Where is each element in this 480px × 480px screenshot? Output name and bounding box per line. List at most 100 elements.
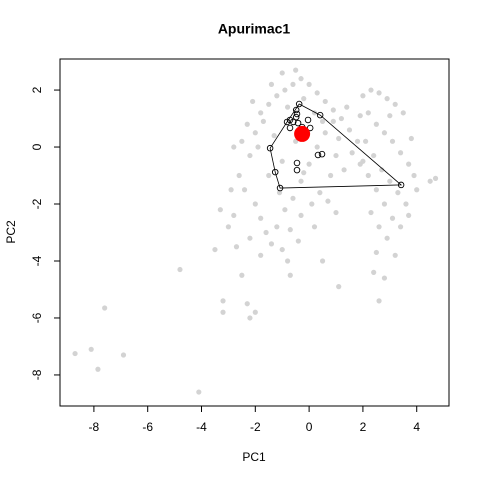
point (231, 212, 237, 219)
point (389, 215, 396, 221)
point (290, 81, 296, 87)
point (314, 90, 320, 96)
point (247, 152, 253, 159)
point (376, 298, 382, 304)
point (411, 172, 417, 179)
x-tick-label: -4 (196, 420, 207, 434)
point (403, 201, 409, 207)
point (427, 178, 433, 184)
point (328, 172, 334, 179)
point (381, 201, 388, 207)
point (279, 70, 285, 76)
point (368, 87, 374, 93)
point (316, 111, 324, 119)
hull (269, 103, 403, 189)
x-tick-label: 0 (306, 420, 313, 434)
y-tick-label: -6 (30, 312, 44, 323)
point (294, 119, 302, 127)
point (301, 96, 307, 102)
point (220, 298, 226, 304)
point (381, 130, 388, 136)
point (406, 161, 412, 167)
point (252, 201, 258, 207)
point (376, 224, 382, 230)
point (363, 138, 369, 144)
point (239, 272, 245, 278)
point (274, 224, 280, 230)
point (244, 121, 250, 127)
point (314, 151, 322, 159)
point (88, 346, 94, 352)
point (244, 301, 250, 307)
point (381, 275, 388, 281)
point (120, 352, 127, 358)
point (311, 224, 318, 230)
point (292, 106, 300, 114)
point (322, 130, 328, 136)
point (266, 144, 274, 152)
y-tick-label: -4 (30, 255, 44, 266)
point (268, 241, 275, 247)
y-tick-label: -8 (30, 369, 44, 380)
point (217, 207, 223, 213)
point (266, 172, 272, 179)
x-tick-label: -6 (142, 420, 153, 434)
point (293, 67, 299, 73)
point (376, 90, 382, 96)
point (268, 81, 275, 87)
point (293, 159, 301, 167)
point (258, 252, 264, 258)
point (255, 144, 261, 150)
point (333, 152, 339, 159)
point (247, 315, 253, 321)
point (341, 167, 347, 173)
point (304, 116, 312, 124)
point (228, 187, 234, 193)
point (298, 212, 304, 219)
point (395, 190, 401, 196)
point (260, 118, 266, 124)
point (279, 246, 285, 253)
point (406, 212, 412, 219)
point (290, 195, 296, 201)
point (287, 272, 293, 278)
point (292, 113, 300, 121)
point (258, 110, 264, 116)
x-tick-label: 4 (413, 420, 420, 434)
x-tick-label: 2 (360, 420, 367, 434)
point (365, 172, 371, 179)
point (282, 87, 288, 93)
point (282, 207, 288, 213)
point (330, 107, 336, 113)
x-tick-label: -2 (250, 420, 261, 434)
point (349, 150, 355, 156)
point (373, 121, 379, 127)
y-tick-label: -2 (30, 198, 44, 209)
point (220, 309, 226, 315)
point (397, 224, 404, 230)
point (360, 93, 366, 99)
point (306, 161, 312, 167)
point (289, 118, 297, 126)
point (314, 144, 320, 150)
point (276, 190, 283, 196)
point (231, 144, 237, 150)
point (346, 127, 353, 133)
point (389, 138, 396, 144)
point (368, 209, 374, 216)
y-tick-label: 2 (30, 86, 44, 93)
point (225, 224, 232, 230)
point (295, 238, 301, 244)
point (258, 215, 264, 221)
point (236, 172, 242, 179)
point (293, 166, 301, 174)
point (338, 115, 344, 122)
point (252, 130, 258, 136)
point (317, 190, 323, 196)
point (365, 110, 371, 116)
point (283, 118, 291, 126)
point (333, 209, 339, 216)
chart-title: Apurimac1 (218, 21, 291, 37)
point (295, 100, 303, 108)
point (95, 366, 101, 372)
